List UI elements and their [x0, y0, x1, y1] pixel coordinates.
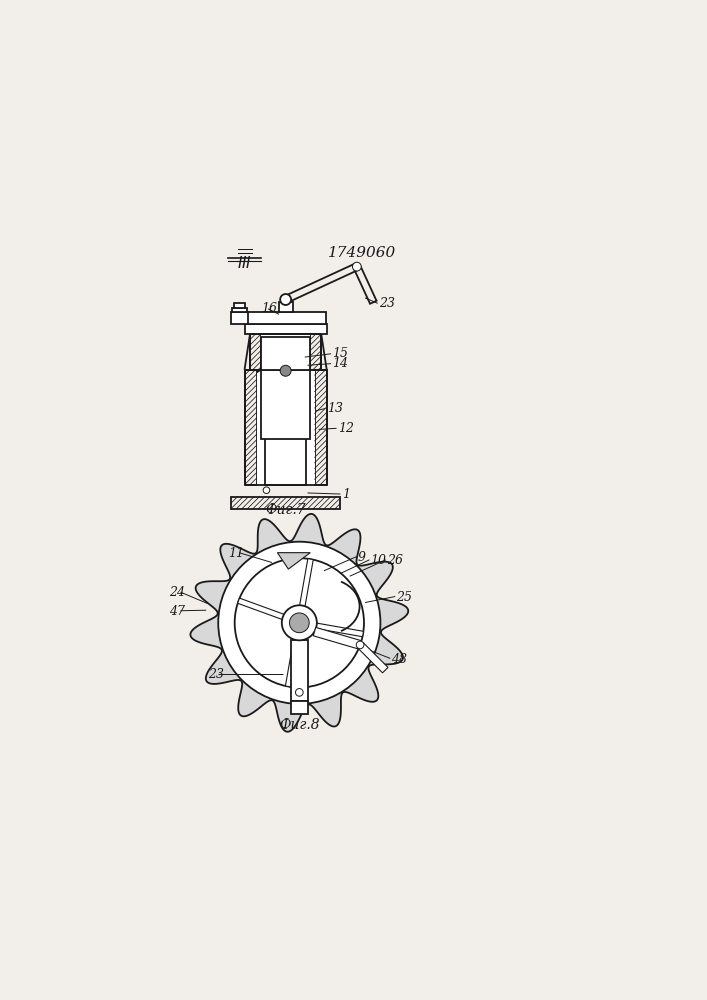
Text: 48: 48	[392, 653, 407, 666]
Text: 1749060: 1749060	[328, 246, 397, 260]
Text: 47: 47	[170, 605, 185, 618]
Polygon shape	[308, 622, 363, 637]
Polygon shape	[313, 627, 361, 649]
Bar	[250, 334, 261, 370]
Text: $\overline{\overline{III}}$: $\overline{\overline{III}}$	[237, 249, 252, 273]
Text: 24: 24	[170, 586, 185, 599]
Text: 11: 11	[228, 547, 244, 560]
Circle shape	[218, 542, 380, 704]
Text: 12: 12	[338, 422, 354, 435]
Circle shape	[296, 689, 303, 696]
Bar	[231, 312, 248, 324]
Text: 10: 10	[370, 554, 387, 567]
Bar	[261, 334, 310, 370]
Bar	[310, 334, 321, 370]
Bar	[291, 640, 308, 701]
Text: 25: 25	[397, 591, 412, 604]
Circle shape	[282, 605, 317, 640]
Polygon shape	[286, 632, 300, 687]
Polygon shape	[277, 553, 310, 569]
Bar	[261, 330, 310, 439]
Circle shape	[353, 262, 361, 271]
Text: 1: 1	[343, 488, 351, 501]
Text: 23: 23	[208, 668, 224, 681]
Text: 9: 9	[358, 551, 366, 564]
Bar	[234, 303, 245, 308]
Bar	[291, 701, 308, 714]
Bar	[233, 308, 247, 312]
Text: 15: 15	[332, 347, 349, 360]
Circle shape	[280, 294, 291, 305]
Bar	[261, 337, 310, 370]
Bar	[246, 312, 326, 324]
Circle shape	[235, 558, 364, 687]
Bar	[257, 370, 315, 485]
Bar	[315, 370, 327, 485]
Text: 14: 14	[332, 357, 349, 370]
Bar	[231, 497, 341, 509]
Text: 13: 13	[327, 402, 343, 415]
Circle shape	[263, 487, 270, 493]
Text: 16: 16	[261, 302, 277, 315]
Text: 26: 26	[387, 554, 403, 567]
Polygon shape	[298, 559, 313, 614]
Bar	[245, 324, 327, 334]
Text: Фиг.7: Фиг.7	[265, 503, 306, 517]
Bar	[279, 302, 293, 312]
Polygon shape	[357, 642, 388, 673]
Text: Фиг.8: Фиг.8	[279, 718, 320, 732]
Circle shape	[356, 641, 364, 649]
Bar	[245, 370, 257, 485]
Bar	[265, 438, 306, 485]
Polygon shape	[238, 598, 291, 622]
Polygon shape	[190, 514, 408, 732]
Circle shape	[280, 365, 291, 376]
Text: 23: 23	[379, 297, 395, 310]
Circle shape	[289, 613, 309, 633]
